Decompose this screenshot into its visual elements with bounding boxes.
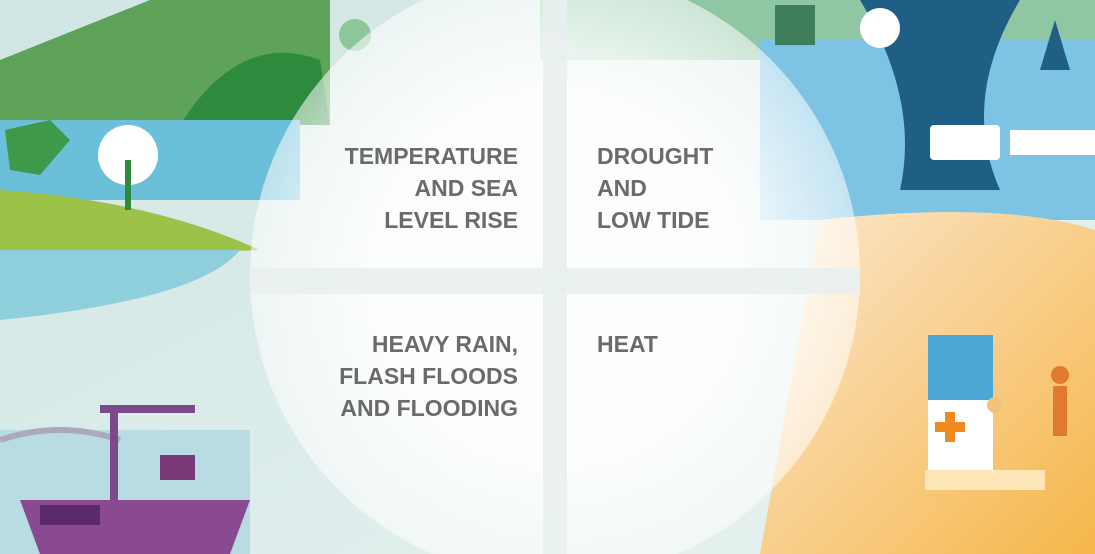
illustration: TEMPERATURE AND SEA LEVEL RISE DROUGHT AND LO… (0, 0, 1095, 554)
quadrant-label: DROUGHT (597, 143, 713, 169)
quadrant-label: HEAVY RAIN, (372, 331, 518, 357)
person (1053, 386, 1067, 436)
tree-crown (860, 8, 900, 48)
quadrant-label: HEAT (597, 331, 658, 357)
quadrant-label: AND (597, 175, 647, 201)
person (987, 397, 1003, 413)
quadrant-label: FLASH FLOODS (339, 363, 518, 389)
cross (935, 422, 965, 432)
quadrant-label: AND SEA (414, 175, 518, 201)
container (160, 455, 195, 480)
tree-trunk (125, 160, 131, 210)
quadrant-label: AND FLOODING (340, 395, 518, 421)
screen (928, 335, 993, 400)
person (1051, 366, 1069, 384)
hospital (928, 400, 993, 480)
cargo (40, 505, 100, 525)
crane-arm (100, 405, 195, 413)
quadrant-label: LOW TIDE (597, 207, 709, 233)
crane (110, 405, 118, 505)
house (775, 5, 815, 45)
trailer (1010, 130, 1095, 155)
page: TEMPERATURE AND SEA LEVEL RISE DROUGHT AND LO… (0, 0, 1095, 554)
bed (925, 470, 1045, 490)
tractor (930, 125, 1000, 160)
quadrant-label: TEMPERATURE (345, 143, 518, 169)
divider (250, 268, 860, 294)
quadrant-label: LEVEL RISE (384, 207, 518, 233)
